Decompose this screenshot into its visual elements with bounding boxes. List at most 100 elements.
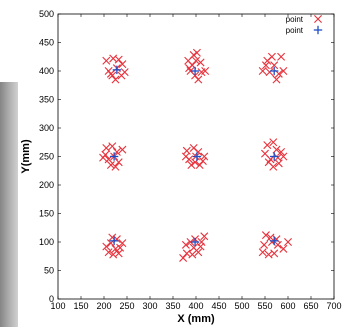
red-x-point [194,147,203,156]
red-x-point-stroke [272,145,281,154]
red-x-point-stroke [269,138,278,147]
red-x-point-stroke [116,243,125,252]
x-tick-label: 350 [165,301,180,311]
red-x-point-stroke [102,56,111,65]
red-x-point-stroke [108,233,117,242]
y-tick-label: 300 [39,123,54,133]
red-x-point [189,243,198,252]
red-x-point [104,248,113,257]
red-x-point-stroke [187,161,196,170]
red-x-point-stroke [270,249,279,258]
red-x-point-stroke [186,67,195,75]
red-x-point-stroke [265,68,274,77]
red-x-point [277,147,286,156]
x-tick-label: 250 [119,301,134,311]
red-x-point-stroke [258,67,267,75]
red-x-point [261,61,270,70]
red-x-point [258,67,267,75]
red-x-point [194,75,203,84]
blue-plus-point [190,237,200,247]
red-x-point [102,56,111,65]
red-x-point-stroke [114,249,123,258]
blue-plus-point [109,236,119,246]
red-x-point-stroke [194,248,203,257]
blue-plus-point [270,152,279,161]
red-x-point [196,58,205,67]
red-x-point-stroke [274,159,283,168]
red-x-point-stroke [114,55,123,64]
red-x-point-stroke [196,58,205,67]
red-x-point [187,161,196,170]
red-x-point [111,162,120,171]
red-x-point-stroke [191,71,200,80]
x-tick-label: 650 [303,301,318,311]
red-x-point [114,249,123,258]
red-x-point [201,67,210,75]
red-x-point-stroke [106,161,115,170]
red-x-point [279,67,288,75]
blue-plus-point [270,66,279,76]
red-x-point-stroke [102,242,111,251]
red-x-point-stroke [269,162,278,171]
background-photo-strip [0,82,18,327]
red-x-point-stroke [279,152,288,161]
y-tick-label: 50 [44,266,54,276]
x-tick-label: 300 [142,301,157,311]
red-x-point-stroke [109,250,118,259]
red-x-point [181,240,190,249]
red-x-point-stroke [181,240,190,249]
legend-label: point [286,26,304,35]
red-x-point [102,242,111,251]
y-tick-label: 250 [39,152,54,162]
red-x-point-stroke [270,61,279,70]
red-x-point-stroke [200,232,209,241]
y-tick-label: 500 [39,9,54,19]
blue-plus-point [112,65,122,75]
y-tick-label: 100 [39,237,54,247]
red-x-point-stroke [188,250,197,259]
red-x-point [200,152,209,161]
red-x-point [261,231,270,240]
red-x-point [279,244,288,253]
x-tick-label: 500 [234,301,249,311]
y-tick-label: 350 [39,95,54,105]
data-points [99,48,292,262]
red-x-point [192,56,200,65]
red-x-point-stroke [197,238,206,246]
red-x-point-stroke [260,240,269,249]
red-x-point-stroke [277,52,286,61]
red-x-point [258,248,267,257]
red-x-point-stroke [198,157,207,166]
red-x-point [181,152,190,161]
red-x-point [267,52,276,61]
legend-marker [314,15,322,23]
legend: point point [286,15,323,35]
red-x-point [277,52,286,61]
red-x-point [272,145,281,154]
red-x-point [188,250,197,259]
red-x-point [118,145,127,154]
red-x-point-stroke [277,147,286,156]
red-x-point-stroke [111,244,120,253]
red-x-point-stroke [118,239,127,248]
legend-marker-stroke [314,15,322,23]
red-x-point [274,159,283,168]
blue-plus-point [192,152,202,161]
red-x-point [102,143,111,152]
red-x-point-stroke [186,238,195,246]
red-x-point-stroke [189,143,198,152]
red-x-point-stroke [102,143,111,152]
y-axis-title: Y(mm) [20,139,32,174]
red-x-point-stroke [258,248,267,257]
x-tick-label: 700 [326,301,341,311]
red-x-point [269,138,278,147]
red-x-point [108,142,117,151]
red-x-point-stroke [182,146,191,155]
red-x-point-stroke [192,56,200,65]
red-x-point [198,157,207,166]
red-x-point-stroke [114,158,123,167]
red-x-point-stroke [272,75,281,84]
axis-ticks: 100 150 200 250 300 350 400 450 500 550 600 650 700 0… [39,9,342,311]
red-x-point [186,238,195,246]
